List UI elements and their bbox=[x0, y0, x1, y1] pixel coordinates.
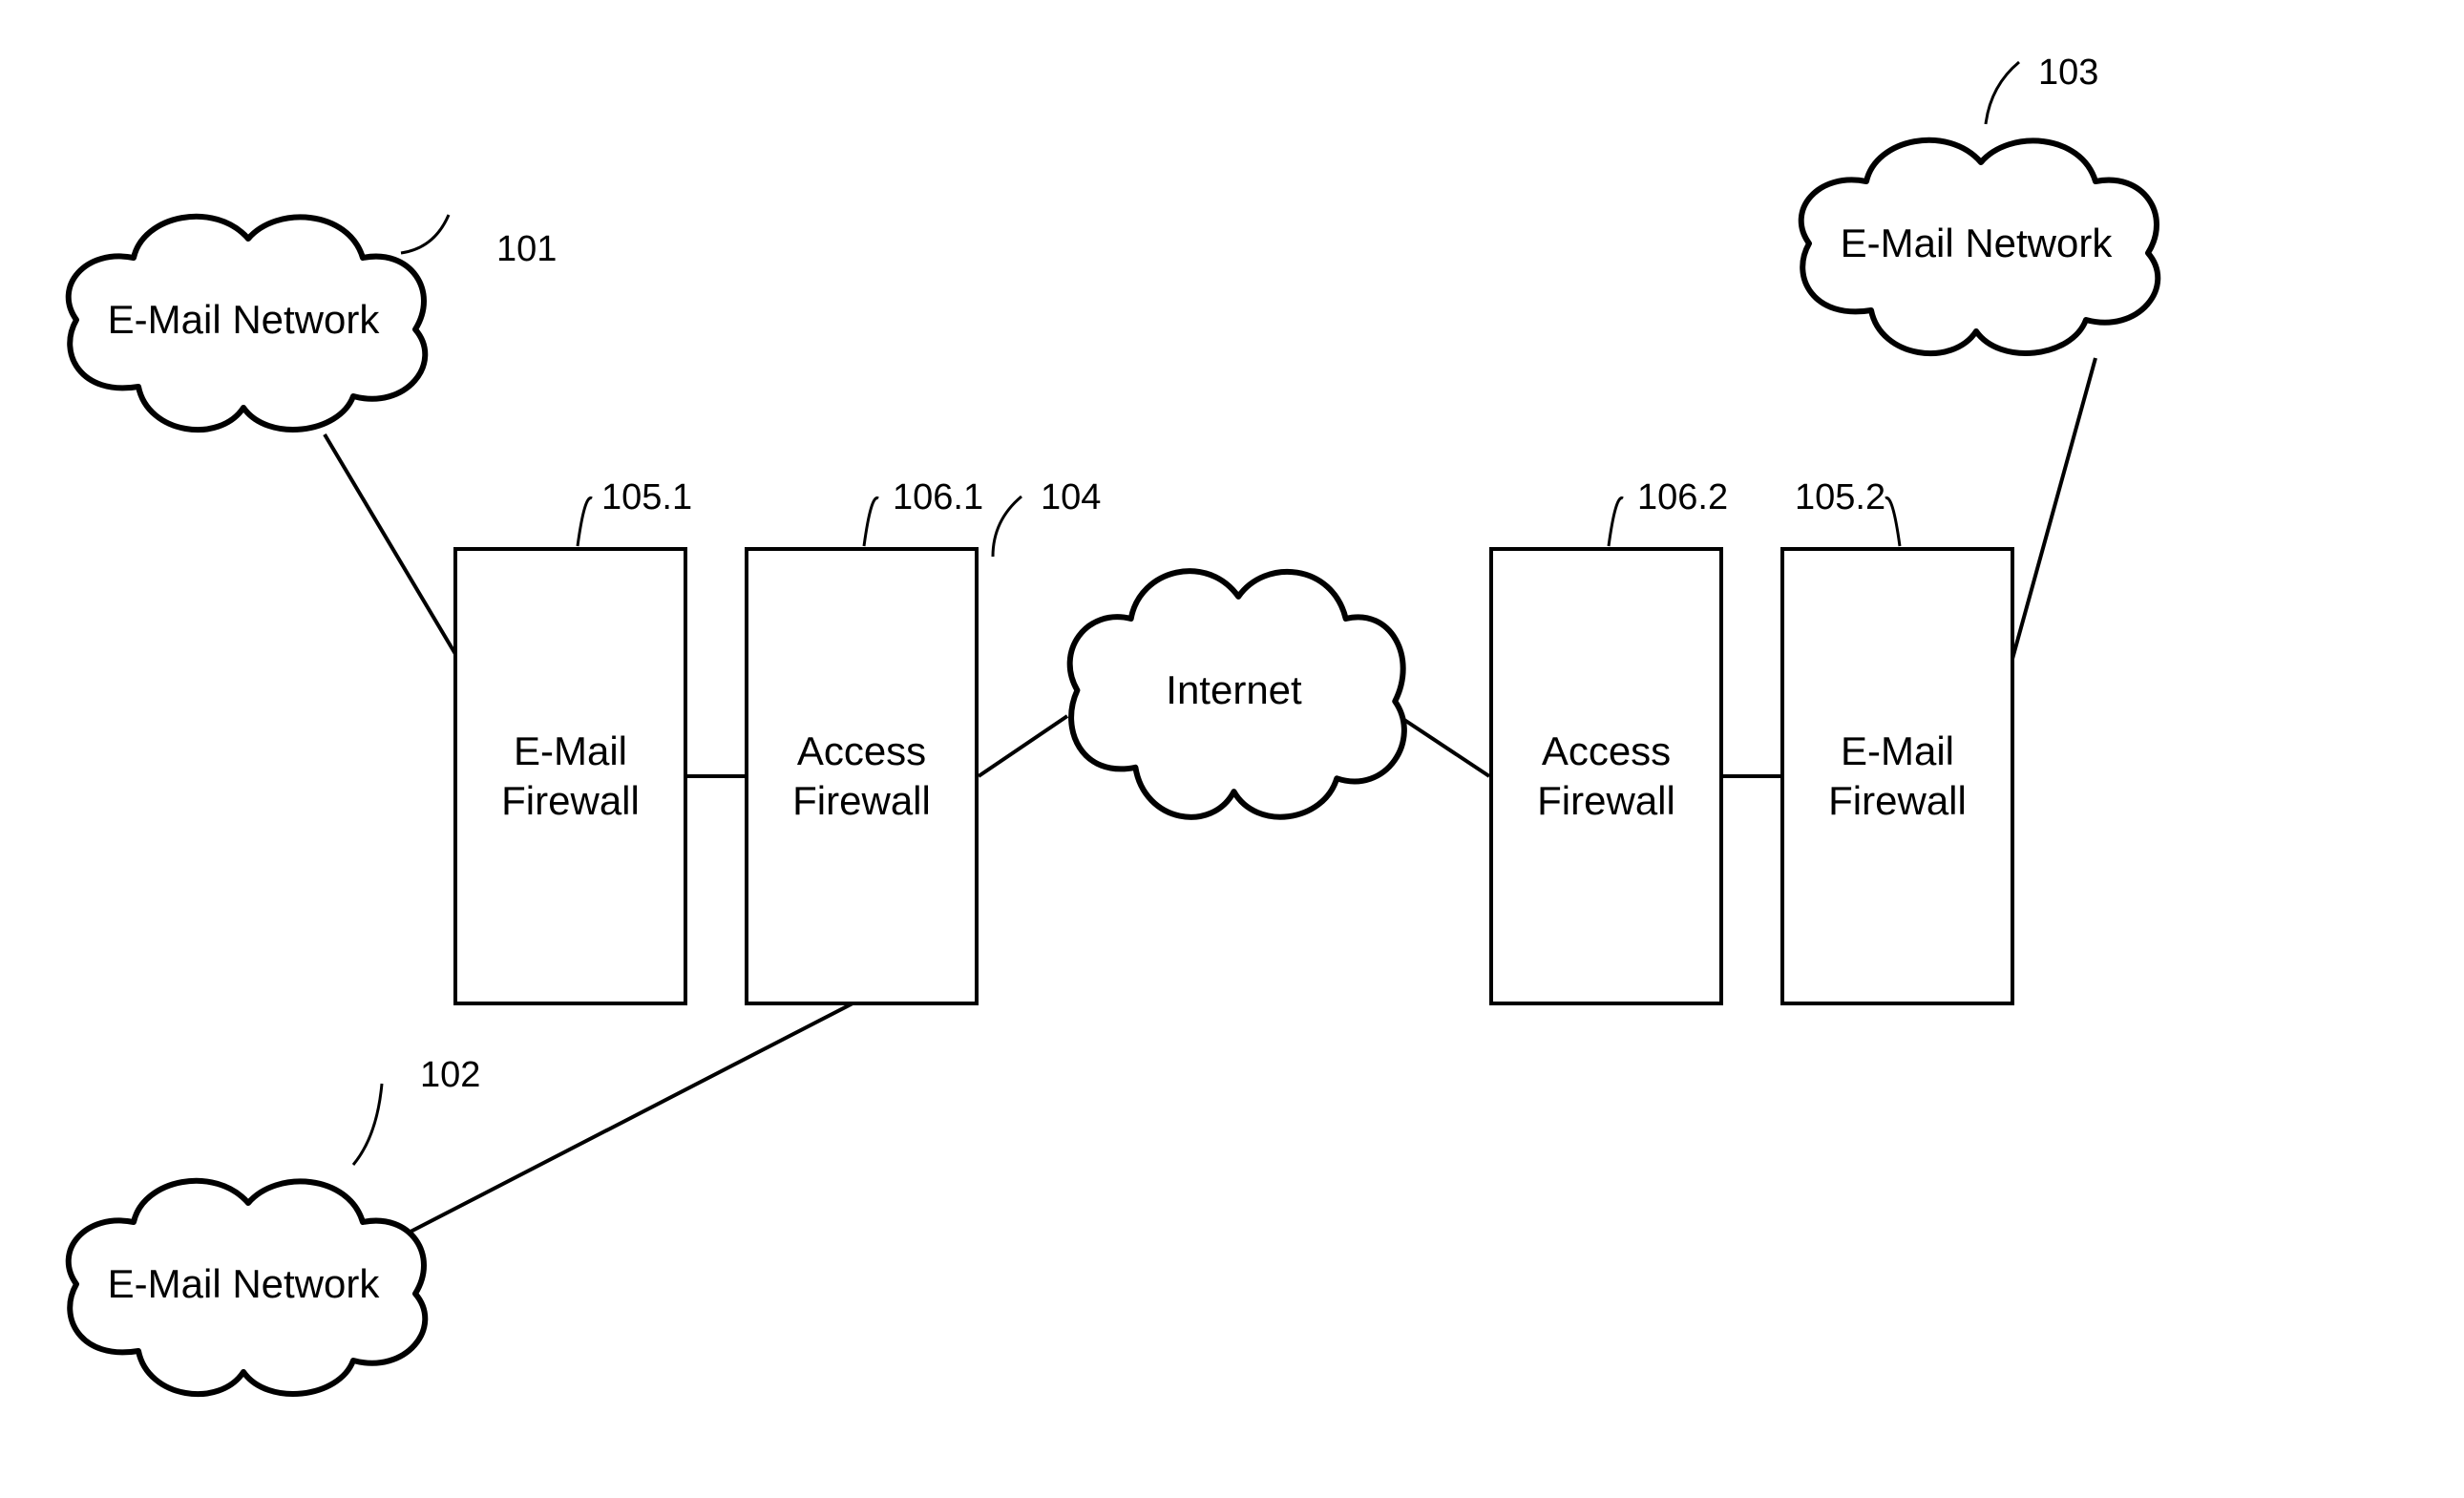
box-access-fw-right: Access Firewall bbox=[1489, 547, 1723, 1005]
connection-email-net-101-to-email-fw-left bbox=[325, 434, 458, 659]
cloud-email-net-103: E-Mail Network bbox=[1785, 119, 2167, 368]
ref-label-103: 103 bbox=[2038, 53, 2098, 94]
cloud-internet: Internet bbox=[1055, 547, 1413, 833]
ref-label-105.1: 105.1 bbox=[601, 477, 692, 518]
box-label-access-fw-left: Access Firewall bbox=[792, 727, 931, 827]
box-label-email-fw-right: E-Mail Firewall bbox=[1828, 727, 1967, 827]
box-access-fw-left: Access Firewall bbox=[745, 547, 979, 1005]
ref-label-102: 102 bbox=[420, 1055, 480, 1096]
box-email-fw-left: E-Mail Firewall bbox=[453, 547, 687, 1005]
connection-email-net-102-to-access-fw-left bbox=[411, 1002, 854, 1232]
diagram-stage: E-Mail Network 101 E-Mail Network 102 E-Mail… bbox=[0, 0, 2464, 1498]
cloud-email-net-101: E-Mail Network bbox=[53, 196, 434, 444]
box-label-email-fw-left: E-Mail Firewall bbox=[501, 727, 640, 827]
box-label-access-fw-right: Access Firewall bbox=[1537, 727, 1675, 827]
ref-label-106.1: 106.1 bbox=[893, 477, 983, 518]
ref-label-104: 104 bbox=[1041, 477, 1101, 518]
ref-label-106.2: 106.2 bbox=[1637, 477, 1728, 518]
connection-email-fw-right-to-email-net-103 bbox=[2012, 358, 2095, 659]
ref-label-101: 101 bbox=[496, 229, 557, 270]
cloud-email-net-102: E-Mail Network bbox=[53, 1160, 434, 1408]
box-email-fw-right: E-Mail Firewall bbox=[1780, 547, 2014, 1005]
ref-label-105.2: 105.2 bbox=[1795, 477, 1885, 518]
